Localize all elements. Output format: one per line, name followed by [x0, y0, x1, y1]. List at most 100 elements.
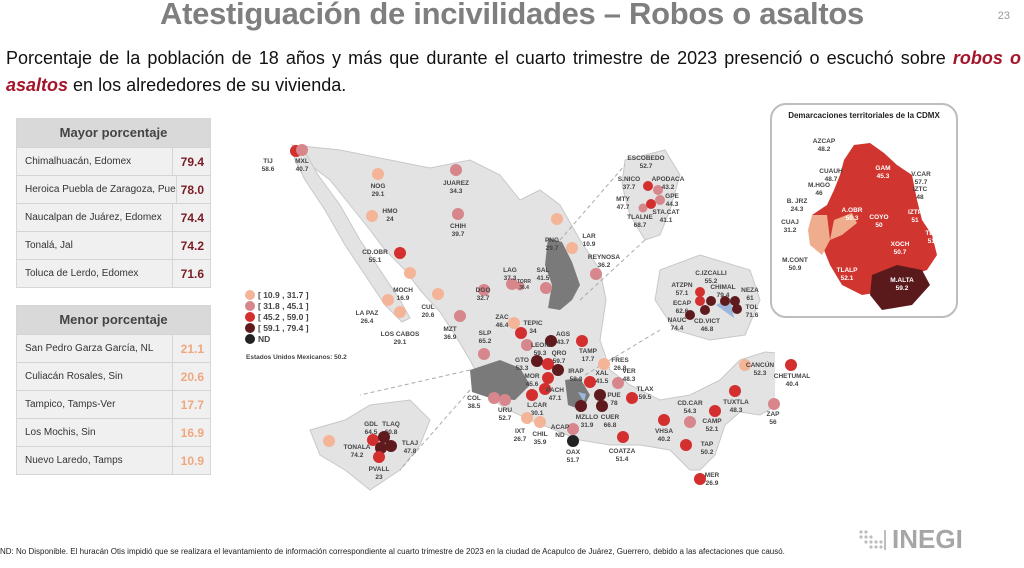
label-oax: COATZA 51.4: [608, 448, 636, 463]
label-slp: AGS 43.7: [555, 331, 571, 346]
label-mzt: MZT 36.9: [443, 326, 457, 341]
label-cuer: MZLLO 31.9: [575, 414, 599, 429]
marker-ags: [521, 339, 533, 351]
marker-tlalne: [706, 296, 716, 306]
marker-nog: [372, 168, 384, 180]
label-loscabos: LOS CABOS 29.1: [380, 331, 420, 346]
label-apodaca: APODACA 43.2: [651, 176, 685, 191]
label-hmo: HMO 24: [382, 208, 398, 223]
marker-tonala: [385, 440, 397, 452]
label-tlalne: C.IZCALLI 55.2: [695, 270, 727, 285]
label-tlax: PUE 78: [607, 392, 621, 407]
cdmx-label-coyo: COYO 50: [869, 214, 889, 229]
label-cul: CUL 20.6: [421, 304, 435, 319]
row-value: 21.1: [180, 342, 204, 356]
label-mor: PACH 47.1: [546, 387, 564, 402]
row-name: San Pedro Garza García, NL: [17, 335, 173, 362]
marker-zac: [515, 327, 527, 339]
marker-apodaca: [653, 185, 663, 195]
label-cdcar: CAMP 52.1: [702, 418, 722, 433]
label-mzllo: COL 38.5: [467, 395, 481, 410]
marker-neza: [732, 304, 742, 314]
marker-gpe: [655, 195, 665, 205]
label-acap: OAX 51.7: [565, 449, 581, 464]
label-fres: ZAC 46.4: [495, 314, 509, 329]
label-tonala: TLAJ 47.8: [401, 440, 419, 455]
label-tlaq: TONALA 74.2: [343, 444, 371, 459]
label-ixt: CHIL 35.9: [532, 431, 548, 446]
label-ags: LEON 59.3: [530, 342, 550, 357]
marker-tol: [685, 310, 695, 320]
table-header: Mayor porcentaje: [17, 119, 210, 147]
marker-coatza: [658, 414, 670, 426]
label-uru: L.CAR 30.1: [527, 402, 547, 417]
marker-loscabos: [394, 306, 406, 318]
marker-camp: [729, 385, 741, 397]
marker-slp: [545, 335, 557, 347]
cdmx-label-mcont: M.CONT 50.9: [782, 257, 808, 272]
table-row: Naucalpan de Juárez, Edomex 74.4: [17, 203, 210, 231]
map-legend: [ 10.9 , 31.7 ] [ 31.8 , 45.1 ] [ 45.2 ,…: [245, 290, 309, 345]
label-gdl: TLAQ 60.8: [382, 421, 400, 436]
legend-item: [ 10.9 , 31.7 ]: [245, 290, 309, 300]
legend-swatch: [245, 301, 255, 311]
label-cdobr: CD.OBR 55.1: [362, 249, 388, 264]
marker-oax: [617, 431, 629, 443]
label-chetumal: ZAP 56: [766, 411, 780, 426]
legend-label: ND: [258, 334, 271, 344]
row-name: Tampico, Tamps-Ver: [17, 391, 173, 418]
label-pach: XAL 41.5: [595, 370, 609, 385]
label-camp: TUXTLA 48.3: [723, 399, 749, 414]
label-atzpn: ECAP 62.6: [672, 300, 692, 315]
label-moch: MOCH 16.9: [393, 287, 413, 302]
label-pue: CUER 66.8: [600, 414, 620, 429]
cdmx-label-bjrz: B. JRZ 24.3: [786, 198, 808, 213]
marker-cdobr: [394, 247, 406, 259]
label-xal: VER 48.3: [622, 368, 636, 383]
row-name: Naucalpan de Juárez, Edomex: [17, 204, 173, 231]
national-value: Estados Unidos Mexicanos: 50.2: [246, 354, 347, 361]
label-png: PNG 29.7: [544, 237, 560, 252]
subtitle-text-1: Porcentaje de la población de 18 años y …: [6, 48, 953, 68]
legend-label: [ 10.9 , 31.7 ]: [258, 290, 309, 300]
marker-irap: [542, 372, 554, 384]
marker-gto: [542, 358, 554, 370]
marker-tepic: [478, 348, 490, 360]
marker-mer: [739, 359, 751, 371]
marker-uru: [526, 389, 538, 401]
marker-qro: [552, 364, 564, 376]
marker-tuxtla: [680, 439, 692, 451]
cdmx-label-malta: M.ALTA 59.2: [890, 277, 914, 292]
row-value: 74.4: [180, 211, 204, 225]
marker-acap: [567, 435, 579, 447]
table-row: Heroica Puebla de Zaragoza, Pue 78.0: [17, 175, 210, 203]
label-tap: MER 26.9: [704, 472, 720, 487]
label-gto: QRO 59.7: [551, 350, 567, 365]
label-coatza: VHSA 40.2: [654, 428, 674, 443]
cdmx-label-vcar: V.CAR 57.7: [911, 171, 931, 186]
marker-mor: [539, 383, 551, 395]
label-lag: LAG 37.3: [503, 267, 517, 282]
label-qro: IRAP 58.3: [568, 368, 584, 383]
label-nauc: CD.VICT 46.8: [694, 318, 720, 333]
label-escobedo: ESCOBEDO 52.7: [627, 155, 665, 170]
marker-leon: [531, 355, 543, 367]
legend-swatch: [245, 334, 255, 344]
label-chih: CHIH 39.7: [450, 223, 466, 238]
row-value: 74.2: [180, 239, 204, 253]
row-value: 20.6: [180, 370, 204, 384]
cdmx-label-azcap: AZCAP 48.2: [812, 138, 836, 153]
label-chimal: NEZA 61: [741, 287, 759, 302]
marker-juarez: [450, 164, 462, 176]
marker-col: [499, 394, 511, 406]
page-title: Atestiguación de incivilidades – Robos o…: [160, 0, 864, 31]
marker-dgo: [478, 284, 490, 296]
cdmx-label-cuauh: CUAUH 48.7: [819, 168, 843, 183]
cdmx-inset: Demarcaciones territoriales de la CDMX A…: [770, 103, 958, 318]
label-cdvict: TAMP 17.7: [579, 348, 597, 363]
label-mty: STA.CAT 41.1: [652, 209, 680, 224]
row-name: Nuevo Laredo, Tamps: [17, 447, 173, 474]
marker-png: [551, 213, 563, 225]
cdmx-label-aobr: A.OBR 50.3: [841, 207, 863, 222]
row-value: 16.9: [180, 426, 204, 440]
